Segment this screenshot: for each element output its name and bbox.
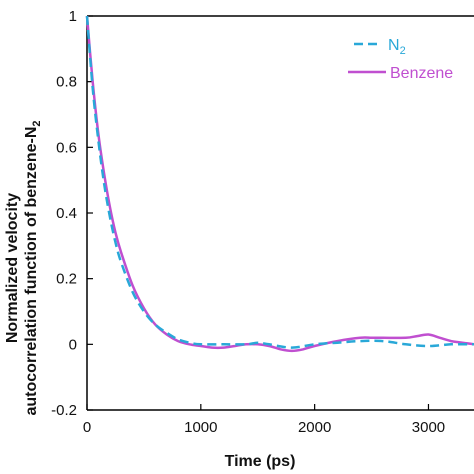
y-axis-title-line2-sub: 2 <box>31 120 43 126</box>
y-tick-label: -0.2 <box>51 402 77 419</box>
legend-label-benzene: Benzene <box>390 65 453 82</box>
x-tick-label: 3000 <box>412 419 445 436</box>
legend: N2 Benzene <box>348 37 453 82</box>
x-ticks: 0 1000 2000 3000 <box>83 404 445 436</box>
legend-label-n2-main: N <box>388 37 400 54</box>
series-layer <box>85 15 474 353</box>
y-tick-label: 0.4 <box>56 205 77 222</box>
x-tick-label: 2000 <box>298 419 331 436</box>
legend-label-n2: N2 <box>388 37 406 57</box>
y-tick-label: 1 <box>69 8 77 25</box>
y-axis-title: Normalized velocity autocorrelation func… <box>4 120 43 415</box>
y-tick-label: 0.2 <box>56 271 77 288</box>
x-axis-title: Time (ps) <box>225 453 296 470</box>
x-tick-label: 0 <box>83 419 91 436</box>
x-tick-label: 1000 <box>184 419 217 436</box>
y-axis-title-line1: Normalized velocity <box>4 193 21 343</box>
y-axis-title-line2: autocorrelation function of benzene-N2 <box>23 120 43 415</box>
y-tick-label: 0.6 <box>56 139 77 156</box>
y-tick-label: 0.8 <box>56 74 77 91</box>
series-line-benzene <box>85 15 474 353</box>
legend-label-n2-sub: 2 <box>400 45 406 57</box>
series-line-n2 <box>85 15 474 349</box>
y-ticks: -0.2 0 0.2 0.4 0.6 0.8 1 <box>51 8 93 419</box>
y-axis-title-line2-main: autocorrelation function of benzene-N <box>23 127 40 416</box>
y-tick-label: 0 <box>69 336 77 353</box>
